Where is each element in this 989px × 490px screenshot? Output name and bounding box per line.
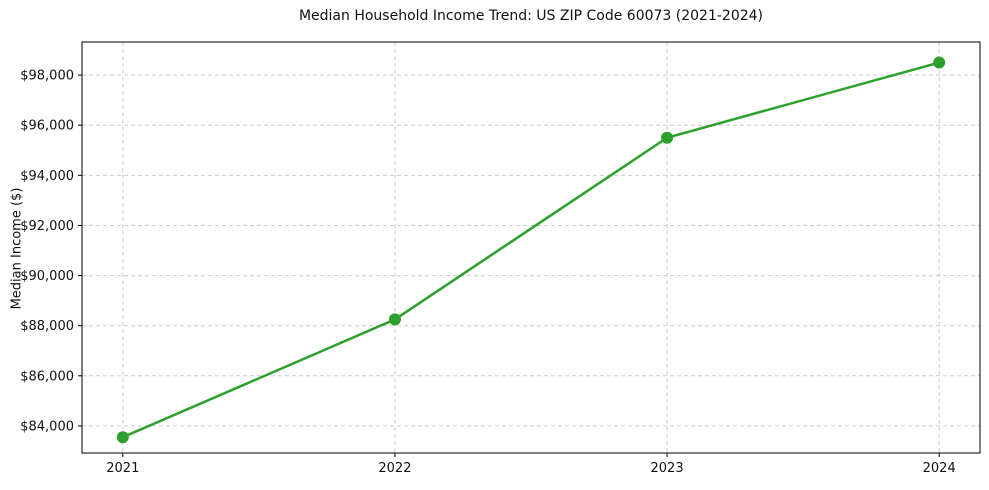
x-tick-label: 2022 (378, 461, 411, 476)
axes-spines (81, 41, 981, 454)
x-tick-label: 2023 (651, 461, 684, 476)
y-tick-label: $86,000 (20, 369, 74, 384)
data-point (661, 131, 674, 144)
y-tick-label: $88,000 (20, 319, 74, 334)
data-point (933, 56, 946, 69)
y-tick-label: $98,000 (20, 69, 74, 84)
y-tick-label: $94,000 (20, 169, 74, 184)
chart-title: Median Household Income Trend: US ZIP Co… (298, 8, 764, 24)
data-point (116, 431, 129, 444)
data-point (388, 313, 401, 326)
y-tick-label: $84,000 (20, 419, 74, 434)
x-tick-label: 2021 (106, 461, 139, 476)
trend-line (121, 61, 941, 439)
x-tick-label: 2024 (923, 461, 956, 476)
y-tick-label: $92,000 (20, 219, 74, 234)
y-tick-label: $90,000 (20, 269, 74, 284)
y-tick-label: $96,000 (20, 119, 74, 134)
